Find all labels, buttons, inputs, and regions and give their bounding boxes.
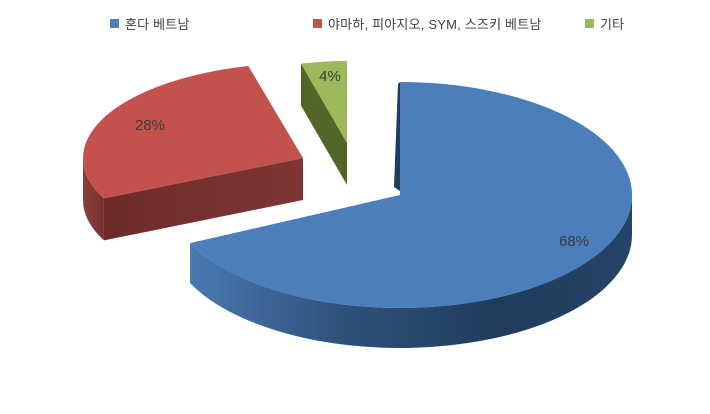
pie-slice-0-edge-shadow (394, 82, 400, 191)
legend-label-0: 혼다 베트남 (125, 16, 190, 32)
legend-item-2: 기타 (585, 15, 625, 32)
legend-item-1: 야마하, 피아지오, SYM, 스즈키 베트남 (313, 15, 542, 32)
legend-swatch-1 (313, 18, 322, 28)
slice-data-label-1: 28% (135, 117, 165, 134)
chart-legend: 혼다 베트남 야마하, 피아지오, SYM, 스즈키 베트남 기타 (0, 0, 710, 40)
pie-slice-0 (190, 82, 633, 308)
pie-slices-group (83, 61, 633, 348)
pie-slice-0-rim (190, 195, 632, 348)
pie-slice-1-rim (83, 158, 104, 241)
slice-data-label-2: 4% (319, 68, 341, 85)
legend-swatch-0 (110, 18, 119, 28)
pie-slice-1-side (103, 158, 304, 241)
legend-item-0: 혼다 베트남 (110, 15, 190, 32)
pie-slice-2 (301, 61, 347, 143)
legend-label-1: 야마하, 피아지오, SYM, 스즈키 베트남 (328, 16, 542, 32)
pie-slice-1 (83, 66, 304, 199)
pie-slice-2-side (301, 63, 347, 185)
pie-labels-group: 68% 28% 4% (135, 68, 589, 250)
slice-data-label-0: 68% (559, 233, 589, 250)
legend-label-2: 기타 (600, 16, 625, 32)
legend-swatch-2 (585, 18, 594, 28)
